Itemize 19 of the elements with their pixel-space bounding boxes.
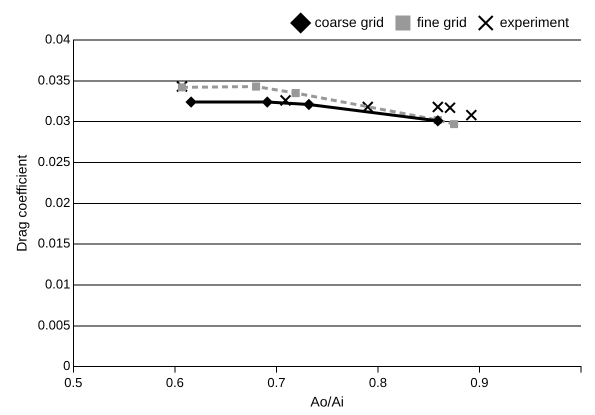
x-tick-label: 0.7 — [267, 374, 286, 390]
legend-label: coarse grid — [314, 14, 384, 30]
y-tick-label: 0.005 — [38, 317, 70, 332]
y-tick-label: 0.02 — [45, 194, 70, 210]
y-tick-label: 0.03 — [45, 113, 70, 128]
x-axis-title: Ao/Ai — [310, 393, 344, 410]
x-tick-label: 0.8 — [368, 374, 387, 390]
x-tick-label: 0.9 — [470, 374, 489, 390]
y-tick-label: 0.025 — [38, 154, 70, 170]
y-axis-title: Drag coefficient — [13, 154, 30, 252]
x-tick-label: 0.5 — [64, 374, 82, 390]
y-tick-label: 0.04 — [45, 32, 70, 47]
y-tick-label: 0.035 — [38, 72, 70, 88]
y-tick-label: 0.015 — [38, 236, 70, 251]
y-tick-label: 0.01 — [45, 276, 70, 292]
legend-label: fine grid — [416, 14, 467, 30]
y-tick-label: 0 — [63, 358, 70, 374]
x-tick-label: 0.6 — [166, 374, 184, 390]
legend-label: experiment — [500, 14, 570, 30]
